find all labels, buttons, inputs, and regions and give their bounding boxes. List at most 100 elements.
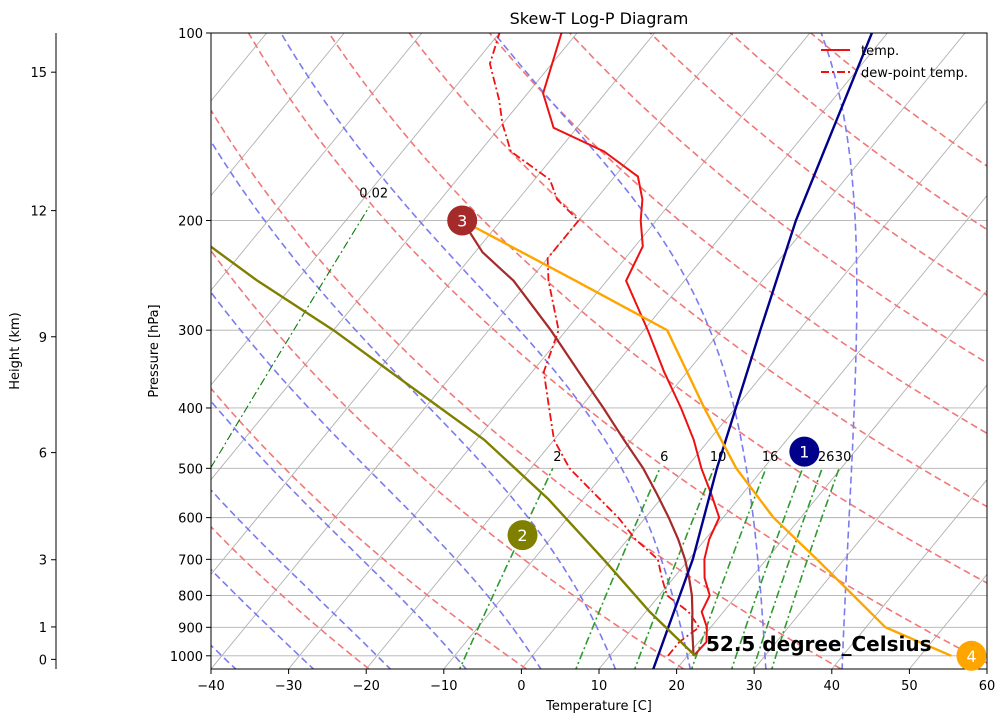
moist-adiabat-line [493, 33, 767, 669]
isotherm-line [909, 573, 987, 669]
isotherm-line [211, 33, 345, 197]
mixing-ratio-line [633, 467, 715, 669]
x-tick-label: −40 [197, 679, 224, 694]
parcel-profile-line [461, 219, 695, 656]
isotherm-line [986, 668, 987, 669]
mixing-ratio-line [752, 468, 823, 669]
plot-frame [210, 32, 988, 670]
dry-adiabat-line [211, 525, 370, 669]
point-markers: 1 2 3 4 [447, 205, 987, 671]
x-tick-label: 30 [746, 679, 763, 694]
mixing-ratio-label: 30 [835, 450, 852, 465]
x-axis-label: Temperature [C] [545, 699, 652, 714]
y-tick-label: 100 [178, 27, 203, 42]
mixing-ratio-line [770, 468, 840, 669]
dry-adiabats [211, 33, 987, 669]
dry-adiabat-line [569, 33, 987, 364]
isotherm-line [211, 33, 423, 291]
chart-title: Skew-T Log-P Diagram [510, 9, 689, 28]
y-tick-label: 800 [178, 589, 203, 604]
height-tick-label: 12 [30, 205, 47, 220]
dry-adiabat-line [408, 33, 987, 508]
x-tick-label: 20 [668, 679, 685, 694]
y-tick-label: 400 [178, 402, 203, 417]
height-tick-label: 9 [39, 331, 47, 346]
x-axis: −40 −30 −20 −10 0 10 20 30 40 50 60 [197, 669, 995, 694]
dry-adiabat-line [211, 387, 527, 669]
highlight-curve-1 [652, 33, 874, 669]
mixing-ratio-line [458, 467, 554, 669]
moist-adiabat-line [211, 644, 237, 669]
moist-adiabat-line [820, 33, 858, 669]
isotherms [211, 33, 987, 669]
height-tick-label: 6 [39, 447, 47, 462]
moist-adiabat-line [211, 488, 392, 669]
y-axis: 100 200 300 400 500 600 700 800 900 1000 [170, 27, 211, 665]
y-axis-label: Pressure [hPa] [147, 304, 162, 397]
height-tick-label: 15 [30, 66, 47, 81]
x-tick-label: 50 [901, 679, 918, 694]
y-tick-label: 500 [178, 462, 203, 477]
isotherm-line [831, 478, 987, 669]
temperature-line [542, 33, 721, 657]
isotherm-line [288, 33, 811, 669]
moist-adiabat-line [211, 290, 542, 669]
isotherm-line [753, 384, 987, 669]
temperature-annotation: 52.5 degree_Celsius [706, 632, 932, 656]
x-tick-label: 0 [517, 679, 525, 694]
isotherm-line [676, 289, 987, 669]
mixing-ratio-label: 6 [660, 450, 668, 465]
marker-label-2: 2 [517, 526, 527, 545]
isotherm-line [211, 33, 268, 102]
legend-label-temp: temp. [861, 44, 899, 59]
mixing-ratio-label: 2 [553, 450, 561, 465]
dry-adiabat-line [211, 249, 685, 669]
height-tick-label: 1 [39, 621, 47, 636]
x-tick-label: 40 [824, 679, 841, 694]
marker-circle-1 [789, 436, 820, 467]
mixing-ratio-label: 26 [818, 450, 835, 465]
moist-adiabat-line [211, 140, 617, 669]
isotherm-line [365, 33, 888, 669]
moist-adiabat-line [280, 33, 692, 669]
y-tick-label: 900 [178, 621, 203, 636]
highlight-curve-4 [461, 219, 952, 657]
dry-adiabat-line [488, 33, 987, 435]
marker-circle-4 [956, 640, 987, 671]
isotherm-line [211, 33, 500, 386]
x-tick-label: −30 [275, 679, 302, 694]
isotherm-line [443, 33, 966, 669]
marker-label-3: 3 [457, 211, 467, 230]
height-axis-label: Height (km) [8, 312, 23, 389]
dry-adiabat-line [211, 108, 842, 669]
marker-circle-2 [507, 520, 538, 551]
y-tick-label: 700 [178, 553, 203, 568]
x-tick-label: −10 [430, 679, 457, 694]
pressure-grid [211, 33, 987, 657]
dry-adiabat-line [810, 33, 987, 167]
mixing-ratio-label: 0.02 [359, 186, 388, 201]
mixing-ratio-line [211, 206, 370, 469]
mixing-ratio-lines [211, 206, 840, 669]
dry-adiabat-line [328, 33, 987, 584]
x-tick-label: −20 [352, 679, 379, 694]
y-tick-label: 300 [178, 324, 203, 339]
highlight-curve-2 [211, 245, 697, 657]
dewpoint-line [488, 33, 701, 657]
height-axis: 0 1 3 6 9 12 15 [30, 33, 57, 669]
dry-adiabat-line [247, 33, 987, 664]
isotherm-line [211, 33, 578, 481]
x-tick-label: 60 [979, 679, 996, 694]
mixing-ratio-label: 16 [762, 450, 779, 465]
y-tick-label: 200 [178, 214, 203, 229]
x-tick-label: 10 [591, 679, 608, 694]
dry-adiabat-line [729, 33, 987, 231]
mixing-ratio-line [575, 467, 661, 669]
y-tick-label: 600 [178, 512, 203, 527]
dry-adiabat-line [649, 33, 987, 297]
isotherm-line [598, 194, 987, 669]
isotherm-line [211, 33, 733, 669]
plot-area [211, 33, 987, 669]
legend-label-dewpoint: dew-point temp. [861, 66, 968, 81]
height-tick-label: 0 [39, 653, 47, 668]
